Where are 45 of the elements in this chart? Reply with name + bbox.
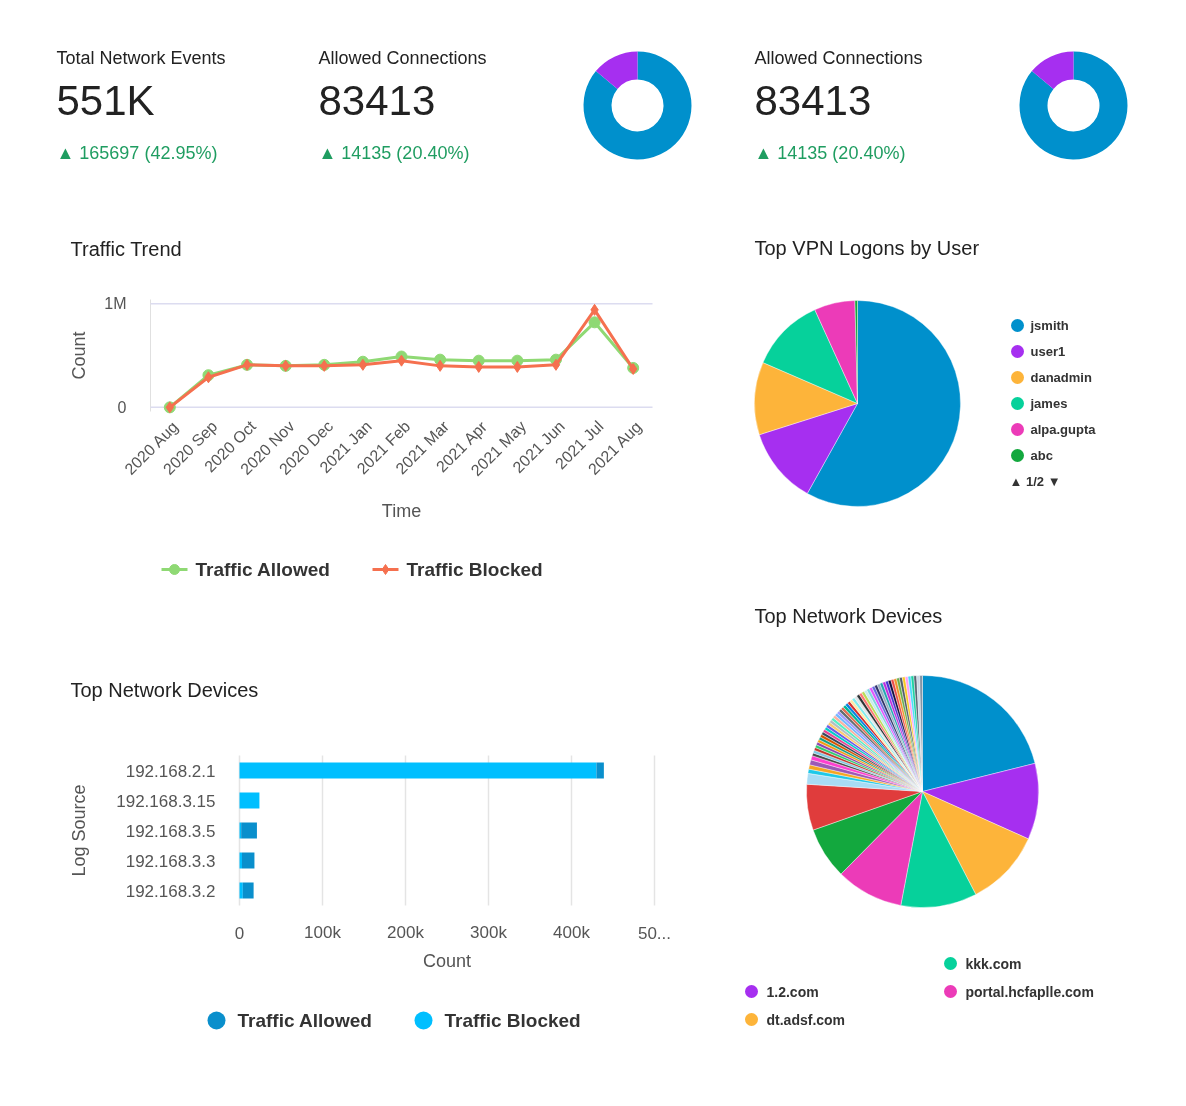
- y-axis-title: Log Source: [68, 784, 89, 877]
- chart-title: Traffic Trend: [70, 237, 182, 260]
- legend-label: abc: [1030, 448, 1053, 463]
- x-tick-label: 50...: [637, 923, 672, 943]
- y-tick-label: 192.168.3.15: [116, 791, 216, 811]
- legend-label: Traffic Blocked: [444, 1010, 581, 1031]
- text: Total Network Events: [56, 47, 226, 68]
- x-tick-label: 200k: [387, 923, 425, 942]
- legend-label: 1.2.com: [766, 983, 819, 1000]
- x-axis-title: Count: [422, 950, 472, 971]
- legend-label: dt.adsf.com: [766, 1011, 846, 1028]
- x-axis-title: Time: [381, 500, 422, 521]
- legend-label: Traffic Allowed: [195, 559, 330, 580]
- legend-label: kkk.com: [965, 955, 1022, 972]
- y-axis-title: Count: [68, 331, 89, 380]
- text: 551K: [56, 77, 155, 124]
- legend-label: portal.hcfaplle.com: [965, 983, 1094, 1000]
- text: Allowed Connections: [318, 47, 487, 68]
- y-tick-label: 192.168.3.5: [125, 821, 216, 841]
- text: Allowed Connections: [754, 47, 923, 68]
- y-tick-label: 192.168.3.3: [125, 851, 216, 871]
- text: ▲ 1/2 ▼: [1009, 474, 1061, 489]
- legend-label: danadmin: [1030, 370, 1092, 385]
- legend-label: user1: [1030, 344, 1066, 359]
- x-tick-label: 300k: [470, 923, 508, 942]
- x-tick-label: 0: [234, 923, 245, 943]
- chart-title: Top VPN Logons by User: [754, 236, 980, 259]
- text: 83413: [754, 77, 872, 124]
- chart-title: Top Network Devices: [70, 678, 259, 701]
- legend-label: james: [1029, 396, 1068, 411]
- legend-label: Traffic Allowed: [237, 1010, 372, 1031]
- y-tick-label: 0: [117, 399, 127, 417]
- y-tick-label: 1M: [104, 295, 127, 313]
- text: ▲ 165697 (42.95%): [56, 142, 218, 163]
- text: 83413: [318, 77, 436, 124]
- legend-label: jsmith: [1029, 318, 1069, 333]
- chart-title: Top Network Devices: [754, 604, 943, 627]
- x-tick-label: 100k: [304, 923, 342, 942]
- text: ▲ 14135 (20.40%): [318, 142, 470, 163]
- y-tick-label: 192.168.2.1: [125, 761, 216, 781]
- x-tick-label: 400k: [553, 923, 591, 942]
- text: ▲ 14135 (20.40%): [754, 142, 906, 163]
- legend-label: alpa.gupta: [1030, 422, 1097, 437]
- y-tick-label: 192.168.3.2: [125, 881, 216, 901]
- legend-label: Traffic Blocked: [406, 559, 543, 580]
